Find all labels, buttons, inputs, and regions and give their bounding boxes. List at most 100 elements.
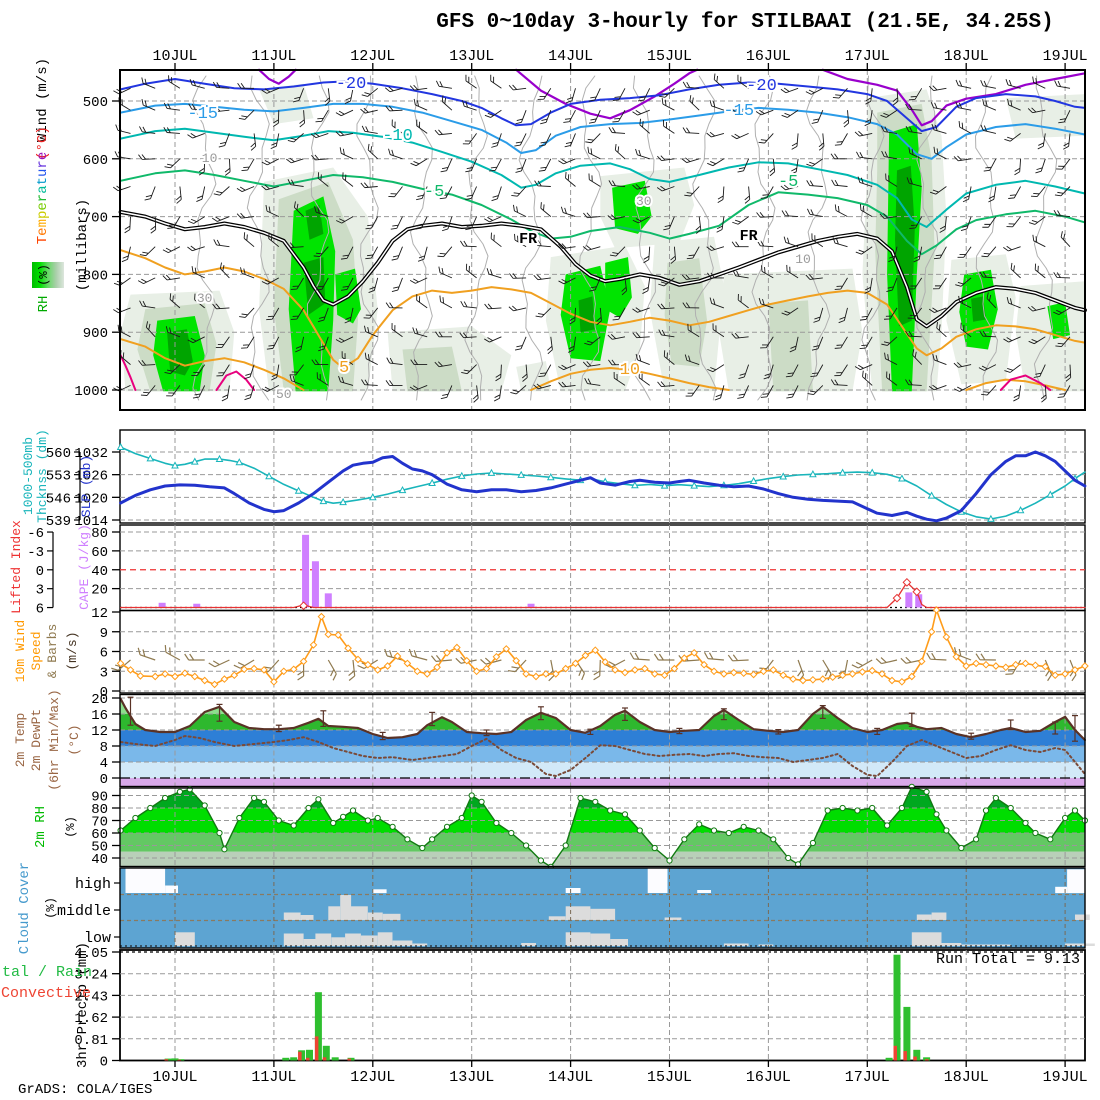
wind-barb-upper — [286, 157, 304, 164]
wind-barb-upper — [189, 79, 205, 89]
wind-barb-upper — [368, 277, 379, 293]
wind-barb-upper — [335, 109, 354, 117]
rh-marker — [443, 823, 451, 830]
wind-speed-marker — [917, 657, 926, 666]
wind-barb-10m — [926, 652, 947, 661]
wind-barb-upper — [811, 336, 824, 351]
rh-marker — [923, 788, 930, 795]
wind-barb-upper — [508, 84, 527, 91]
wind-barb-upper — [271, 364, 280, 381]
date-label-top: 18JUL — [944, 48, 989, 65]
wind-barb-upper — [484, 303, 502, 310]
wind-speed-marker — [992, 662, 1000, 670]
wind-barb-upper — [191, 266, 205, 279]
wind-barb-upper — [756, 82, 774, 89]
wind-speed-marker — [962, 662, 971, 670]
thickness-label-1: 1000-500mb — [21, 437, 36, 515]
cloud-bar — [283, 912, 301, 920]
wind-barb-10m — [164, 645, 181, 661]
wind-barb-upper — [939, 216, 947, 233]
convective-bar — [306, 1057, 310, 1061]
wind-barb-upper — [807, 385, 824, 396]
wind-barb-upper — [663, 350, 675, 365]
wind-barb-upper — [1063, 133, 1071, 150]
wind-barb-upper — [535, 307, 552, 318]
wind-barb-upper — [175, 186, 182, 204]
wind-barb-upper — [540, 110, 552, 125]
wind-barb-upper — [933, 277, 947, 290]
wind-speed-marker — [720, 670, 728, 678]
convective-bar — [164, 1059, 169, 1061]
li-tick-label: -3 — [27, 545, 44, 561]
wind-barb-upper — [709, 297, 725, 309]
wind-barb-upper — [632, 307, 650, 313]
rh-shading-blob — [895, 165, 915, 327]
wind-barb-upper — [1053, 209, 1071, 218]
rh-marker — [785, 854, 792, 862]
wind-barb-upper — [292, 88, 305, 103]
wind-barb-upper — [118, 97, 131, 111]
wind-speed-marker — [1011, 660, 1020, 669]
upper-ylabel-degc: (°C) — [35, 126, 51, 160]
wind-barb-upper — [1003, 245, 1021, 252]
wind-barb-upper — [785, 364, 799, 378]
wind-barb-upper — [215, 336, 230, 348]
wind-barb-upper — [1053, 272, 1071, 279]
wind-speed-marker — [898, 677, 906, 686]
wind-barb-upper — [416, 294, 428, 309]
rh-marker — [429, 836, 436, 843]
temp-tick-label: 16 — [91, 708, 108, 724]
wind-barb-10m — [233, 659, 255, 669]
wind10m-label-0: 10m Wind — [13, 620, 28, 682]
wind-speed-marker — [818, 675, 827, 683]
wind-barb-upper — [607, 214, 626, 220]
lifted-index-label: Lifted Index — [9, 520, 24, 614]
wind-speed-marker — [502, 645, 511, 653]
wind-barb-upper — [163, 127, 180, 134]
li-marker — [892, 593, 902, 603]
thickness-marker — [927, 491, 936, 499]
wind-tick-label: 6 — [100, 646, 108, 662]
thickness-label-2: Thcknss (dm) — [35, 429, 50, 523]
wind-barb-upper — [563, 109, 576, 123]
wind-speed-marker — [344, 644, 352, 653]
temp-contour-5 — [119, 249, 1086, 369]
cloud-bar — [412, 943, 428, 946]
wind-barb-upper — [642, 277, 651, 294]
cape-bar — [905, 592, 913, 608]
wind-barb-upper — [681, 157, 700, 164]
wind-barb-upper — [670, 246, 676, 264]
rh2m-pct-label: (%) — [64, 816, 78, 838]
wind-barb-upper — [290, 277, 304, 290]
wind-barb-upper — [582, 361, 601, 367]
wind-barb-upper — [689, 95, 700, 111]
wind-barb-upper — [415, 216, 428, 230]
wind-speed-marker — [200, 676, 209, 685]
wind-barb-upper — [211, 216, 230, 222]
wind-speed-marker — [779, 671, 788, 680]
thickness-marker — [779, 472, 788, 480]
wind-barb-upper — [140, 385, 156, 396]
rh-marker — [933, 811, 940, 818]
wind-barb-upper — [584, 377, 601, 386]
rh-marker — [621, 811, 629, 818]
rh-marker — [493, 819, 500, 827]
rh-band — [120, 833, 1085, 852]
wind-barb-upper — [138, 154, 156, 160]
rh-marker — [666, 857, 673, 864]
wind-barb-upper — [367, 143, 379, 160]
precip-label: 3hr Precip (mm) — [75, 942, 91, 1068]
wind-barb-upper — [929, 186, 947, 195]
wind-speed-marker — [710, 667, 718, 676]
cloud-bar — [360, 935, 378, 946]
wind-barb-upper — [1030, 186, 1046, 198]
wind-barb-upper — [514, 233, 527, 248]
temp-contour-10 — [965, 378, 1067, 391]
wind-barb-upper — [864, 277, 873, 294]
wind-barb-upper — [391, 277, 403, 292]
wind-speed-marker — [383, 662, 392, 670]
wind-barb-upper — [509, 273, 527, 279]
wind-barb-upper — [807, 208, 823, 218]
slp-tick-label: 1014 — [74, 514, 108, 530]
